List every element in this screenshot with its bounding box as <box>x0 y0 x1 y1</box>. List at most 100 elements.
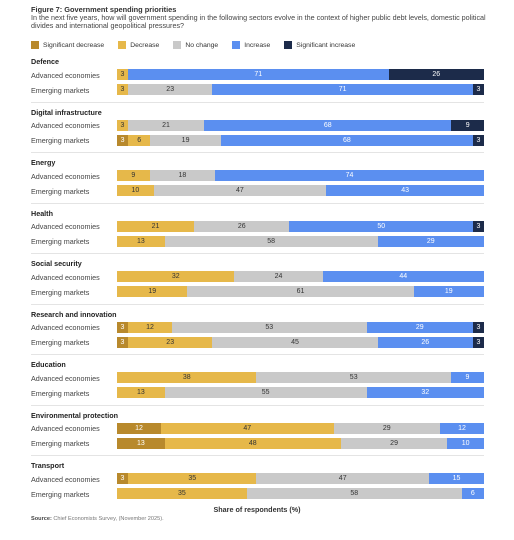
bar-value-label: 15 <box>452 475 461 482</box>
bar-value-label: 19 <box>181 136 190 144</box>
bar-value-label: 45 <box>291 338 299 346</box>
row-label: Advanced economies <box>31 222 100 231</box>
bar-value-label: 6 <box>137 136 142 144</box>
bar-segment-no-change: 29 <box>340 437 448 449</box>
bar-segment-significant-decrease: 3 <box>117 134 129 146</box>
bar-value-label: 13 <box>136 439 145 447</box>
bar-value-label: 32 <box>171 273 180 280</box>
bar-segment-no-change: 55 <box>164 387 367 398</box>
bar-segment-significant-increase: 26 <box>388 69 484 80</box>
bar-value-label: 3 <box>120 136 125 144</box>
bar-segment-no-change: 24 <box>234 271 323 282</box>
bar-segment-decrease: 23 <box>128 336 213 348</box>
bar-value-label: 53 <box>265 323 274 331</box>
legend-label: Significant increase <box>296 41 356 49</box>
sector-divider <box>31 101 484 103</box>
bar-value-label: 10 <box>131 187 140 194</box>
bar-segment-decrease: 21 <box>117 220 195 232</box>
bar-value-label: 3 <box>120 338 125 346</box>
sector-title: Health <box>31 208 53 218</box>
sector-title: Energy <box>31 158 56 167</box>
bar-segment-decrease: 12 <box>128 321 173 333</box>
legend-swatch <box>118 41 127 49</box>
bar-segment-decrease: 32 <box>117 271 235 282</box>
legend-swatch <box>31 41 39 49</box>
bar-value-label: 6 <box>470 490 475 497</box>
bar-value-label: 58 <box>267 237 276 245</box>
bar-value-label: 21 <box>151 222 160 230</box>
stacked-bar: 32 24 44 <box>117 271 484 282</box>
bar-value-label: 47 <box>236 187 244 194</box>
row-label: Emerging markets <box>31 85 90 95</box>
row-label: Emerging markets <box>31 439 90 448</box>
row-label: Emerging markets <box>31 186 90 196</box>
bar-segment-increase: 10 <box>447 437 484 449</box>
bar-segment-significant-increase: 3 <box>472 336 484 348</box>
bar-segment-no-change: 21 <box>127 119 205 131</box>
bar-value-label: 3 <box>120 475 125 482</box>
bar-segment-significant-increase: 9 <box>451 119 484 131</box>
stacked-bar: 13 48 29 10 <box>117 437 484 449</box>
stacked-bar: 10 47 43 <box>117 185 484 196</box>
bar-value-label: 3 <box>476 136 481 144</box>
sector-title: Defence <box>31 57 59 66</box>
bar-value-label: 9 <box>465 374 470 381</box>
bar-value-label: 35 <box>177 490 186 497</box>
bar-value-label: 71 <box>338 86 347 93</box>
bar-value-label: 24 <box>274 273 283 280</box>
row-label: Advanced economies <box>31 70 100 80</box>
bar-value-label: 26 <box>432 71 441 78</box>
bar-segment-increase: 71 <box>212 84 473 95</box>
bar-segment-no-change: 26 <box>194 220 290 232</box>
sector-divider <box>31 303 484 305</box>
bar-segment-increase: 74 <box>215 170 484 181</box>
legend: Significant decrease Decrease No change Inc… <box>31 40 355 50</box>
bar-value-label: 13 <box>136 237 145 245</box>
bar-segment-no-change: 47 <box>153 185 327 196</box>
bar-value-label: 61 <box>296 288 305 295</box>
bar-segment-decrease: 3 <box>117 84 128 95</box>
bar-segment-decrease: 13 <box>117 387 165 398</box>
bar-value-label: 3 <box>120 323 125 331</box>
sector-title: Research and innovation <box>31 309 117 319</box>
bar-value-label: 35 <box>188 475 197 482</box>
bar-segment-no-change: 58 <box>164 235 378 247</box>
sector-title: Transport <box>31 461 65 470</box>
bar-segment-decrease: 19 <box>117 286 188 297</box>
stacked-bar: 3 21 68 9 <box>117 119 484 131</box>
bar-value-label: 18 <box>178 172 187 179</box>
sector-divider <box>31 152 484 153</box>
bar-value-label: 47 <box>338 475 347 482</box>
source-text: Chief Economists Survey, (November 2025)… <box>53 516 164 522</box>
row-label: Emerging markets <box>31 136 90 145</box>
bar-value-label: 3 <box>120 121 125 129</box>
row-label: Advanced economies <box>31 121 100 130</box>
row-label: Emerging markets <box>31 388 90 398</box>
bar-segment-no-change: 19 <box>150 134 221 146</box>
bar-segment-increase: 43 <box>326 185 484 196</box>
bar-value-label: 48 <box>248 439 257 447</box>
bar-value-label: 32 <box>421 389 430 396</box>
bar-value-label: 19 <box>148 288 157 295</box>
bar-value-label: 9 <box>465 121 470 129</box>
bar-value-label: 29 <box>415 323 424 331</box>
row-label: Advanced economies <box>31 171 100 181</box>
stacked-bar: 3 35 47 15 <box>117 473 484 484</box>
stacked-bar: 3 23 71 3 <box>117 84 484 95</box>
bar-segment-decrease: 47 <box>161 422 334 434</box>
row-label: Advanced economies <box>31 474 100 484</box>
bar-segment-significant-decrease: 3 <box>117 473 128 484</box>
stacked-bar: 38 53 9 <box>117 372 484 383</box>
bar-segment-decrease: 38 <box>117 372 257 383</box>
sector-title: Environmental protection <box>31 410 119 420</box>
source-label: Source: <box>31 516 52 522</box>
bar-value-label: 10 <box>461 439 470 447</box>
bar-segment-increase: 68 <box>220 134 473 146</box>
bar-segment-decrease: 6 <box>128 134 151 146</box>
bar-segment-significant-increase: 3 <box>472 84 484 95</box>
legend-label: Significant decrease <box>43 41 105 49</box>
bar-segment-no-change: 23 <box>128 84 213 95</box>
bar-value-label: 53 <box>349 374 358 381</box>
legend-swatch <box>232 41 241 49</box>
bar-segment-decrease: 9 <box>117 170 150 181</box>
